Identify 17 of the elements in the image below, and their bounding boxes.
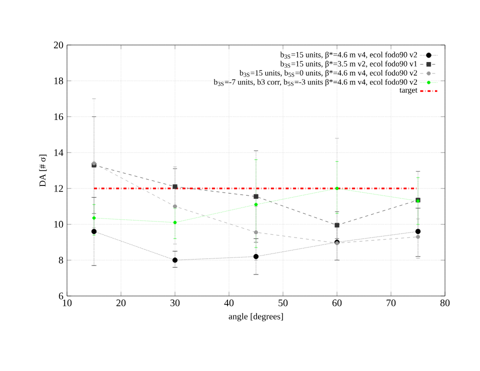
y-tick-label: 20 [54,42,64,48]
y-axis-title: DA [# σ] [39,154,47,187]
x-tick-label: 70 [386,300,396,306]
x-tick-label: 50 [278,300,288,306]
x-tick-label: 60 [332,300,342,306]
x-tick-label: 80 [440,300,450,306]
y-tick-label: 10 [54,220,64,228]
x-tick-label: 20 [116,300,126,306]
x-axis-title: angle [degrees] [228,313,283,322]
y-tick-label: 8 [58,256,64,264]
y-tick-label: 6 [58,292,64,300]
y-tick-label: 12 [54,185,63,192]
y-tick-label: 14 [54,149,64,156]
x-tick-label: 30 [170,300,180,306]
y-tick-label: 16 [54,113,64,120]
y-tick-label: 18 [54,77,64,84]
x-tick-label: 40 [224,300,234,306]
